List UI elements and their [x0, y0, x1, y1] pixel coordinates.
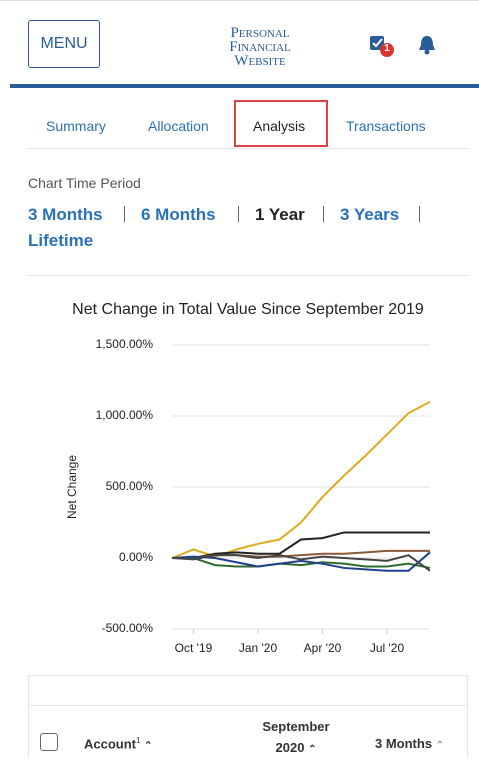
y-tick-label: 500.00% [106, 479, 154, 493]
header-bar [10, 84, 479, 88]
period-label: Chart Time Period [28, 175, 141, 191]
line-series [172, 557, 431, 569]
tab[interactable]: Summary [46, 118, 106, 134]
y-tick-label: -500.00% [102, 621, 154, 635]
period-option[interactable]: Lifetime [28, 231, 94, 250]
divider [28, 275, 468, 276]
column-header[interactable]: September 2020 ⌃ [262, 719, 330, 755]
y-axis-label: Net Change [65, 455, 79, 519]
column-label: Account [84, 736, 136, 752]
x-tick-label: Oct '19 [175, 641, 213, 655]
logo-line: Financial [229, 39, 291, 55]
menu-button[interactable]: MENU [28, 20, 100, 68]
checkbox[interactable] [40, 733, 58, 751]
chart: Net Change in Total Value Since Septembe… [65, 301, 431, 655]
x-tick-label: Jul '20 [370, 641, 405, 655]
active-tab-box [234, 100, 328, 147]
y-tick-label: 1,500.00% [96, 337, 154, 351]
divider [28, 148, 468, 149]
tab[interactable]: Transactions [346, 118, 426, 134]
footnote: 1 [136, 736, 141, 745]
badge: 1 [384, 43, 390, 54]
line-series [171, 400, 431, 559]
period-option[interactable]: 1 Year [255, 205, 305, 224]
separator [323, 206, 324, 222]
period-option[interactable]: 3 Years [340, 205, 400, 224]
table [28, 675, 468, 757]
column-label: September 2020 [262, 719, 330, 755]
logo: Personal Financial Website [200, 25, 320, 69]
tab[interactable]: Analysis [253, 118, 306, 134]
column-header[interactable]: Account1 ⌃ [84, 736, 153, 752]
logo-line: Personal [230, 25, 290, 41]
y-tick-label: 0.00% [119, 550, 153, 564]
line-series [172, 531, 430, 559]
separator [238, 206, 239, 222]
y-tick-label: 1,000.00% [96, 408, 154, 422]
chart-title: Net Change in Total Value Since Septembe… [72, 301, 424, 318]
line-series [171, 551, 431, 572]
logo-line: Website [234, 53, 286, 69]
top-border [0, 0, 479, 7]
period-option[interactable]: 3 Months [28, 205, 103, 224]
line-series [171, 554, 431, 572]
column-header[interactable]: 3 Months ⌃ [375, 736, 445, 751]
period-option[interactable]: 6 Months [141, 205, 216, 224]
x-tick-label: Apr '20 [304, 641, 342, 655]
tab[interactable]: Allocation [148, 118, 209, 134]
column-label: 3 Months [375, 736, 433, 751]
table-divider [28, 705, 468, 706]
separator [419, 206, 420, 222]
tasks-icon[interactable] [368, 34, 398, 60]
separator [124, 206, 125, 222]
bell-icon[interactable] [417, 34, 437, 56]
x-tick-label: Jan '20 [239, 641, 278, 655]
